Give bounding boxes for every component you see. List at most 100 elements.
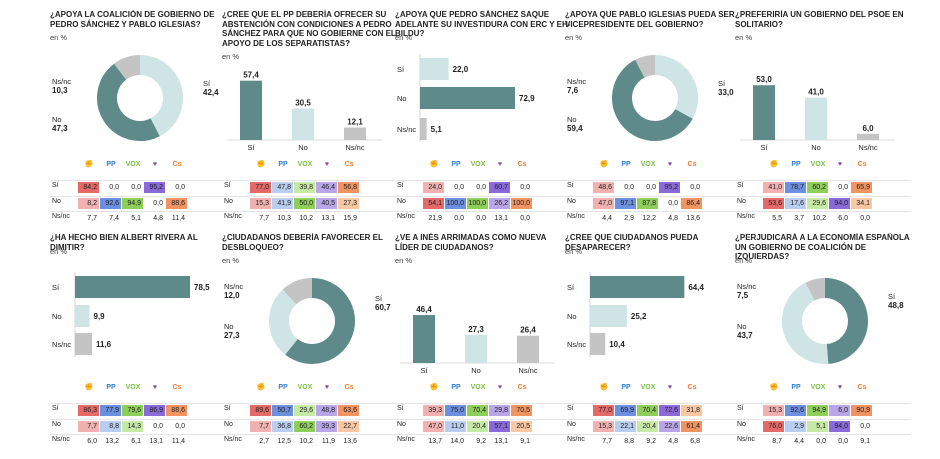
table-cell: 77,0 (593, 405, 614, 416)
row-separator (50, 211, 226, 212)
table-cell: 20,5 (511, 421, 532, 432)
poll-panel: ¿VE A INÉS ARRIMADAS COMO NUEVA LÍDER DE… (395, 233, 571, 459)
slice-value-label: 27,3 (224, 331, 240, 340)
bar-category-label: No (567, 312, 577, 321)
bar (75, 333, 92, 355)
bar (517, 335, 539, 363)
table-cell: 0,0 (520, 184, 530, 191)
chart-area: 57,4 Sí 30,5 No 12,1 Ns/nc (227, 71, 382, 152)
table-row-label: Sí (567, 182, 574, 189)
slice-category-label: Ns/nc (737, 282, 756, 291)
table-row-label: Sí (52, 182, 59, 189)
pie-slice (824, 278, 868, 364)
row-separator (565, 403, 741, 404)
table-cell: 94,9 (122, 198, 143, 209)
table-cell: 0,0 (646, 184, 656, 191)
table-cell: 39,3 (423, 405, 444, 416)
bar (344, 127, 366, 140)
podemos-logo-icon: ♥ (667, 160, 673, 168)
table-cell: 20,4 (467, 421, 488, 432)
slice-value-label: 43,7 (737, 331, 753, 340)
bar-value-label: 72,9 (519, 94, 535, 103)
table-cell: 47,0 (423, 421, 444, 432)
table-cell: 54,1 (423, 198, 444, 209)
table-cell: 9,2 (646, 438, 656, 445)
unit-label: en % (50, 246, 68, 256)
question-title: ¿PERJUDICARÁ A LA ECONOMÍA ESPAÑOLA UN G… (735, 233, 910, 261)
table-cell: 7,7 (259, 215, 269, 222)
row-separator (222, 196, 398, 197)
bar-value-label: 6,0 (862, 124, 874, 133)
question-title: ¿PREFERIRÍA UN GOBIERNO DEL PSOE EN SOLI… (735, 10, 904, 29)
table-cell: 14,3 (122, 421, 143, 432)
pie-slice (282, 278, 313, 305)
bar-value-label: 5,1 (431, 125, 443, 134)
table-cell: 0,0 (454, 184, 464, 191)
pie-slice (805, 278, 826, 301)
table-cell: 95,2 (659, 182, 680, 193)
vox-logo-icon: VOX (297, 160, 313, 168)
table-cell: 4,8 (668, 438, 678, 445)
table-row-label: Ns/nc (737, 436, 755, 443)
pp-logo-icon: PP (106, 160, 116, 168)
table-cell: 24,0 (423, 182, 444, 193)
slice-value-label: 60,7 (375, 303, 391, 312)
table-row-label: Sí (52, 405, 59, 412)
table-cell: 10,2 (299, 438, 313, 445)
poll-panel: ¿APOYA QUE PEDRO SÁNCHEZ SAQUE ADELANTE … (395, 10, 571, 236)
poll-panel: ¿CREE QUE CIUDADANOS PUEDA DESAPARECER? e… (565, 233, 741, 459)
table-row-label: No (397, 198, 406, 205)
slice-category-label: Sí (203, 79, 211, 88)
table-cell: 7,4 (109, 215, 119, 222)
table-cell: 95,2 (144, 182, 165, 193)
vox-logo-icon: VOX (297, 383, 313, 391)
table-cell: 76,0 (763, 421, 784, 432)
bar (75, 276, 190, 298)
table-cell: 39,3 (316, 421, 337, 432)
table-cell: 97,1 (615, 198, 636, 209)
table-cell: 11,4 (171, 438, 185, 445)
table-row-label: Ns/nc (737, 213, 755, 220)
table-cell: 15,9 (343, 215, 357, 222)
table-row-label: Sí (737, 182, 744, 189)
bar (590, 276, 685, 298)
bar (413, 315, 435, 363)
bar (753, 85, 775, 140)
vox-logo-icon: VOX (810, 383, 826, 391)
poll-panel: ¿HA HECHO BIEN ALBERT RIVERA AL DIMITIR?… (50, 233, 226, 459)
slice-value-label: 48,8 (888, 301, 904, 310)
table-cell: 20,4 (637, 421, 658, 432)
row-separator (565, 196, 741, 197)
bar-value-label: 22,0 (453, 65, 469, 74)
table-row-label: Ns/nc (52, 436, 70, 443)
cs-logo-icon: Cs (857, 160, 867, 168)
unit-label: en % (735, 256, 753, 265)
row-separator (395, 196, 571, 197)
bar-category-label: Ns/nc (567, 340, 586, 349)
table-cell: 0,0 (454, 215, 464, 222)
table-cell: 11,0 (445, 421, 466, 432)
podemos-logo-icon: ♥ (497, 160, 503, 168)
bar (857, 133, 879, 140)
psoe-logo-icon: ✊ (84, 161, 94, 168)
cs-logo-icon: Cs (517, 160, 527, 168)
table-cell: 8,8 (624, 438, 634, 445)
table-cell: 13,1 (494, 438, 508, 445)
table-cell: 53,6 (763, 198, 784, 209)
table-cell: 40,5 (316, 198, 337, 209)
table-cell: 4,8 (153, 215, 163, 222)
row-separator (50, 434, 226, 435)
table-cell: 0,0 (520, 215, 530, 222)
bar (590, 305, 627, 327)
bar-category-label: Ns/nc (52, 340, 71, 349)
podemos-logo-icon: ♥ (152, 383, 158, 391)
table-cell: 5,1 (807, 421, 828, 432)
row-separator (735, 434, 911, 435)
pie-slice (612, 59, 693, 141)
table-cell: 7,7 (78, 421, 99, 432)
bar-category-label: Sí (567, 283, 575, 292)
table-cell: 29,8 (489, 405, 510, 416)
psoe-logo-icon: ✊ (599, 384, 609, 391)
poll-panel: ¿CIUDADANOS DEBERÍA FAVORECER EL DESBLOQ… (222, 233, 398, 459)
vox-logo-icon: VOX (640, 383, 656, 391)
